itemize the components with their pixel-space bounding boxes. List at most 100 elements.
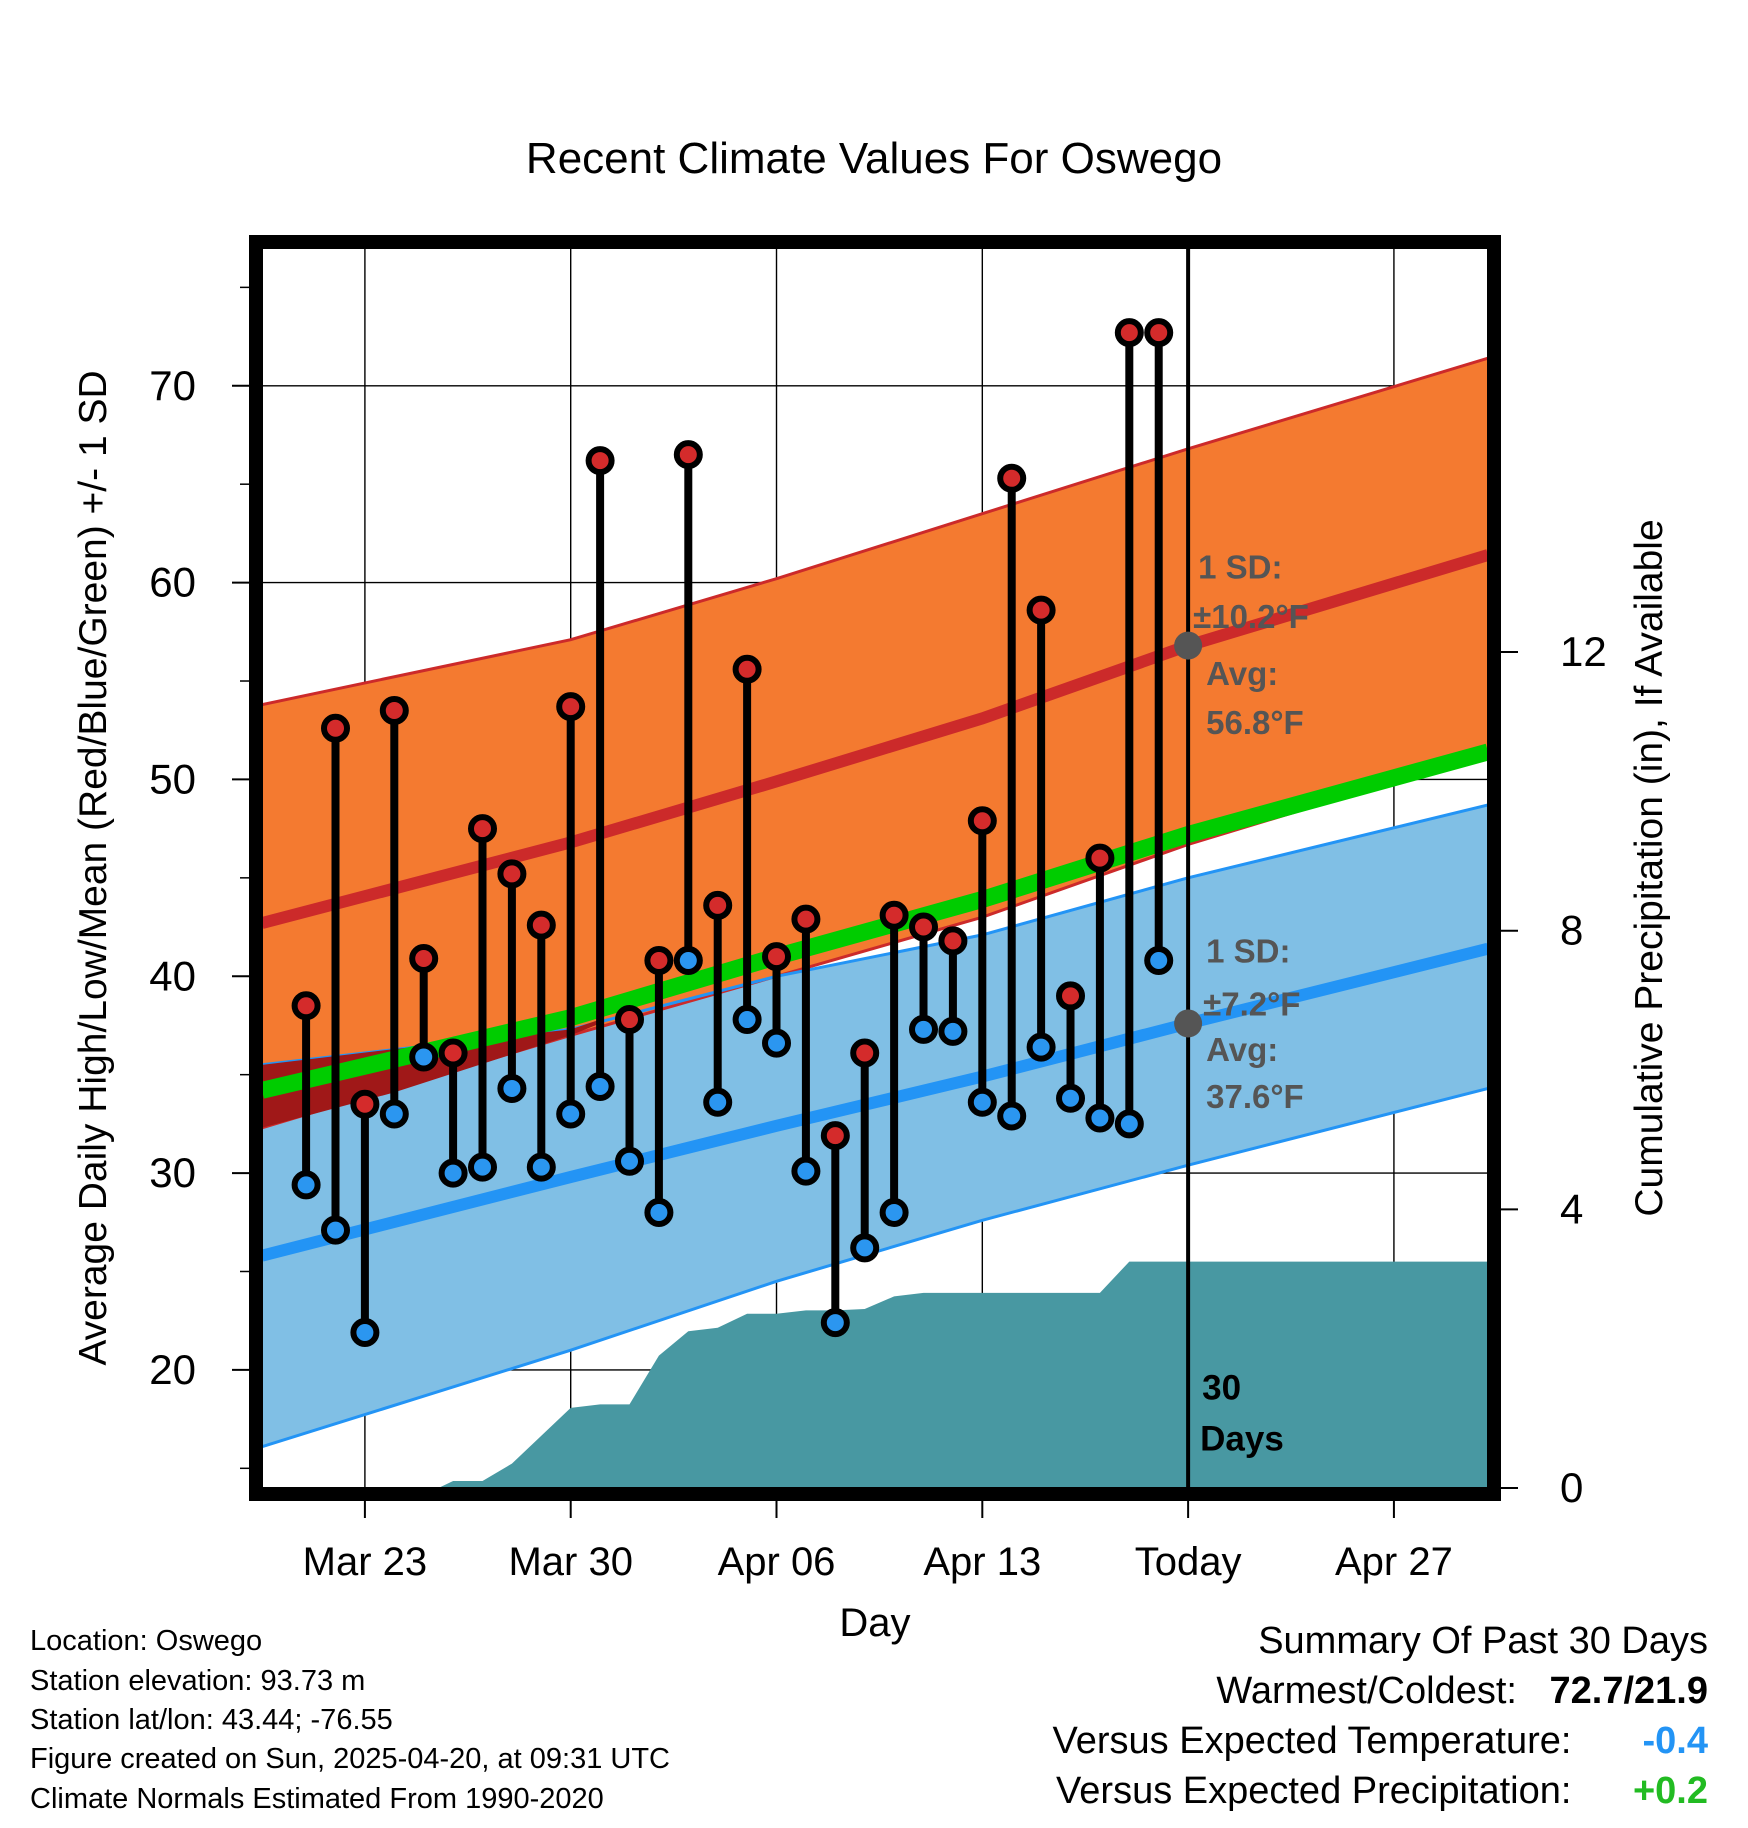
daily-low-point: [379, 1099, 409, 1129]
precip-area: [262, 1261, 1488, 1488]
daily-low-point: [585, 1071, 615, 1101]
chart-title: Recent Climate Values For Oswego: [526, 134, 1222, 183]
latlon-text: Station lat/lon: 43.44; -76.55: [30, 1704, 393, 1736]
low-sd-band: [262, 805, 1488, 1447]
summary-precip-row: Versus Expected Precipitation: +0.2: [1056, 1770, 1708, 1813]
daily-high-point: [732, 654, 762, 684]
daily-high-point: [321, 713, 351, 743]
low-lower-edge: [262, 1086, 1488, 1449]
x-tick-label: Mar 30: [508, 1540, 633, 1584]
precip-label: Versus Expected Precipitation:: [1056, 1770, 1572, 1812]
low-avg-label: Avg:: [1206, 1031, 1278, 1068]
high-upper-edge: [262, 356, 1488, 707]
summary-title: Summary Of Past 30 Days: [1258, 1620, 1708, 1662]
low-avg-value: 37.6°F: [1206, 1078, 1304, 1115]
daily-low-point: [291, 1170, 321, 1200]
warmest-value: 72.7/21.9: [1549, 1670, 1708, 1712]
y-left-tick-label: 60: [149, 559, 196, 606]
daily-high-point: [409, 944, 439, 974]
x-tick-label: Apr 06: [718, 1540, 836, 1584]
high-avg-label: Avg:: [1206, 655, 1278, 692]
daily-high-point: [644, 946, 674, 976]
high-sd-value: ±10.2°F: [1193, 598, 1309, 635]
days-caption-number: 30: [1202, 1368, 1241, 1407]
daily-low-point: [468, 1152, 498, 1182]
high-sd-label: 1 SD:: [1198, 549, 1282, 586]
days-caption-word: Days: [1200, 1420, 1284, 1459]
daily-high-point: [1085, 843, 1115, 873]
daily-high-point: [1114, 318, 1144, 348]
daily-low-point: [997, 1101, 1027, 1131]
daily-high-point: [1026, 595, 1056, 625]
x-tick-label: Mar 23: [303, 1540, 428, 1584]
axes: 20 30 40 50 60 70 0 4 8 12 Mar 23 Mar 30 Apr 06 Apr 1…: [72, 235, 1671, 1645]
daily-low-point: [673, 946, 703, 976]
daily-high-point: [703, 890, 733, 920]
low-avg-line: [262, 942, 1488, 1262]
daily-high-point: [997, 463, 1027, 493]
summary-temp-row: Versus Expected Temperature: -0.4: [1053, 1720, 1708, 1763]
daily-low-point: [850, 1233, 880, 1263]
daily-low-point: [1056, 1083, 1086, 1113]
plot-frame: [249, 235, 1501, 1501]
precip-value: +0.2: [1632, 1770, 1708, 1812]
x-tick-label: Today: [1135, 1540, 1242, 1584]
daily-high-point: [673, 440, 703, 470]
y-right-tick-label: 12: [1560, 628, 1607, 675]
y-right-tick-label: 4: [1560, 1185, 1583, 1232]
created-text: Figure created on Sun, 2025-04-20, at 09…: [30, 1743, 670, 1775]
daily-high-point: [350, 1089, 380, 1119]
daily-high-point: [850, 1038, 880, 1068]
daily-low-point: [967, 1087, 997, 1117]
daily-high-point: [585, 446, 615, 476]
y-left-tick-label: 70: [149, 362, 196, 409]
x-tick-label: Apr 27: [1335, 1540, 1453, 1584]
y-left-tick-label: 40: [149, 952, 196, 999]
daily-high-point: [879, 900, 909, 930]
daily-high-point: [615, 1005, 645, 1035]
daily-low-point: [644, 1197, 674, 1227]
plot-content: 1 SD: ±10.2°F Avg: 56.8°F 1 SD: ±7.2°F Avg: 37.…: [262, 248, 1488, 1488]
y-right-tick-label: 8: [1560, 907, 1583, 954]
daily-low-point: [1085, 1103, 1115, 1133]
high-avg-value: 56.8°F: [1206, 704, 1304, 741]
daily-low-point: [938, 1016, 968, 1046]
temp-value: -0.4: [1642, 1720, 1708, 1762]
x-axis-label: Day: [839, 1601, 910, 1645]
daily-low-point: [1026, 1032, 1056, 1062]
elevation-text: Station elevation: 93.73 m: [30, 1665, 366, 1697]
daily-high-point: [526, 910, 556, 940]
mean-normal-line: [262, 743, 1488, 1099]
daily-high-point: [1056, 981, 1086, 1011]
y-left-axis-label: Average Daily High/Low/Mean (Red/Blue/Gr…: [72, 370, 115, 1365]
y-left-tick-label: 50: [149, 755, 196, 802]
low-sd-label: 1 SD:: [1206, 932, 1290, 969]
low-sd-value: ±7.2°F: [1203, 986, 1300, 1023]
low-avg-marker: [1174, 1009, 1203, 1038]
daily-low-point: [350, 1318, 380, 1348]
daily-high-point: [820, 1121, 850, 1151]
daily-low-point: [879, 1197, 909, 1227]
daily-high-point: [438, 1038, 468, 1068]
daily-low-point: [526, 1152, 556, 1182]
daily-high-point: [379, 696, 409, 726]
daily-low-point: [703, 1087, 733, 1117]
daily-low-point: [321, 1215, 351, 1245]
daily-low-point: [1144, 946, 1174, 976]
high-avg-line: [262, 549, 1488, 929]
daily-low-point: [820, 1308, 850, 1338]
daily-high-point: [762, 942, 792, 972]
daily-low-point: [791, 1156, 821, 1186]
summary-warmest-row: Warmest/Coldest: 72.7/21.9: [1216, 1670, 1708, 1713]
daily-low-point: [497, 1073, 527, 1103]
daily-high-point: [556, 692, 586, 722]
daily-high-point: [791, 904, 821, 934]
daily-low-point: [1114, 1109, 1144, 1139]
high-avg-marker: [1174, 631, 1203, 660]
plot-area: 1 SD: ±10.2°F Avg: 56.8°F 1 SD: ±7.2°F Avg: 37.…: [262, 248, 1488, 1488]
daily-low-point: [732, 1005, 762, 1035]
temp-label: Versus Expected Temperature:: [1052, 1720, 1572, 1762]
daily-low-point: [615, 1146, 645, 1176]
daily-high-point: [291, 991, 321, 1021]
daily-high-point: [909, 912, 939, 942]
